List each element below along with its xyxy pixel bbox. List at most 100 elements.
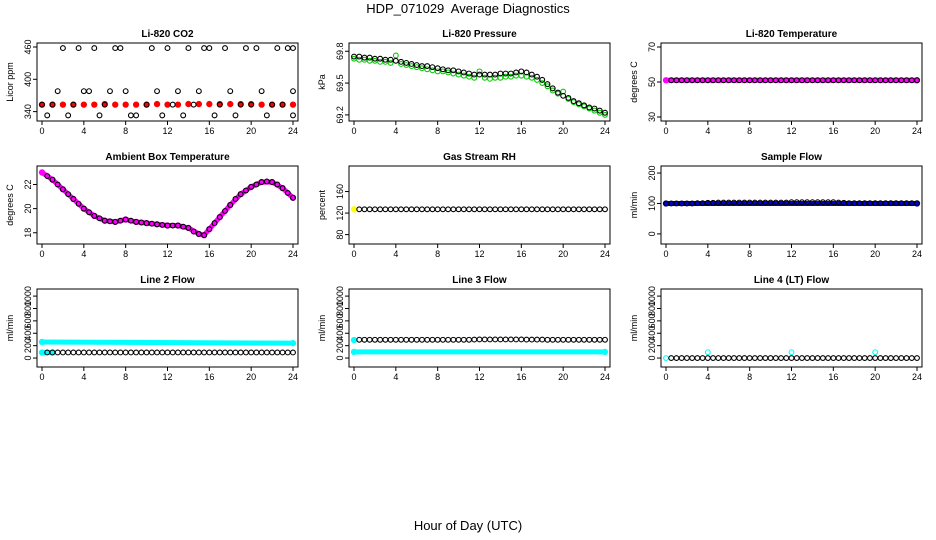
x-tick-label: 16 — [828, 249, 838, 259]
data-point — [190, 228, 197, 235]
y-tick-label: 400 — [647, 326, 657, 341]
y-tick-label: 120 — [335, 206, 345, 221]
x-tick-label: 12 — [474, 372, 484, 382]
data-point — [59, 186, 66, 193]
data-point — [856, 355, 863, 361]
data-point — [507, 70, 514, 77]
data-point — [528, 71, 535, 78]
data-point — [398, 61, 405, 67]
y-tick-label: 800 — [23, 301, 33, 316]
x-tick-label: 8 — [747, 249, 752, 259]
data-point — [560, 92, 567, 99]
y-tick-label: 400 — [335, 326, 345, 341]
data-point — [133, 112, 140, 119]
x-tick-label: 4 — [81, 126, 86, 136]
x-tick-label: 0 — [39, 372, 44, 382]
data-point — [814, 355, 821, 361]
x-tick-label: 12 — [786, 249, 796, 259]
data-point — [602, 336, 608, 343]
series-2 — [38, 349, 56, 356]
y-tick-label: 400 — [23, 326, 33, 341]
data-point — [492, 71, 499, 78]
data-point — [216, 214, 223, 221]
panel-title: Li-820 Pressure — [442, 29, 517, 40]
x-tick-label: 24 — [288, 126, 298, 136]
data-point — [122, 101, 129, 108]
data-point — [840, 355, 847, 361]
data-point — [539, 76, 546, 83]
y-tick-label: 160 — [335, 184, 345, 199]
data-point — [49, 101, 56, 108]
data-point — [893, 355, 900, 361]
y-tick-label: 600 — [23, 313, 33, 328]
data-point — [180, 223, 187, 230]
x-tick-label: 0 — [39, 249, 44, 259]
data-point — [211, 220, 218, 227]
data-point — [80, 205, 87, 212]
data-point — [804, 355, 811, 361]
data-point — [195, 88, 202, 95]
x-tick-label: 12 — [162, 249, 172, 259]
data-point — [793, 355, 800, 361]
data-point — [169, 101, 176, 108]
data-point — [211, 112, 218, 119]
data-point — [190, 101, 197, 108]
x-tick-label: 24 — [600, 126, 610, 136]
data-point — [227, 202, 234, 208]
x-tick-label: 0 — [663, 126, 668, 136]
series-2 — [44, 173, 296, 239]
x-tick-label: 16 — [516, 126, 526, 136]
data-point — [350, 348, 358, 355]
y-axis-label: kPa — [317, 74, 327, 90]
x-tick-label: 20 — [558, 372, 568, 382]
data-point — [544, 83, 551, 90]
data-point — [132, 101, 140, 108]
data-point — [704, 349, 711, 356]
data-point — [872, 349, 879, 356]
data-point — [216, 101, 223, 108]
x-tick-label: 0 — [351, 372, 356, 382]
x-tick-label: 4 — [705, 126, 710, 136]
data-point — [549, 87, 556, 94]
y-tick-label: 340 — [23, 104, 33, 119]
x-tick-label: 16 — [516, 372, 526, 382]
data-point — [49, 176, 56, 183]
data-point — [289, 101, 297, 108]
series-2 — [356, 206, 608, 213]
data-point — [898, 355, 905, 361]
data-point — [914, 77, 920, 84]
data-point — [237, 101, 244, 108]
y-tick-label: 69.5 — [335, 74, 345, 92]
data-point — [107, 88, 113, 95]
y-tick-label: 70 — [647, 42, 657, 52]
data-point — [554, 89, 561, 96]
data-point — [591, 105, 598, 112]
y-tick-label: 30 — [647, 112, 657, 122]
data-point — [830, 355, 837, 361]
data-point — [565, 94, 572, 101]
y-tick-label: 18 — [23, 228, 33, 238]
y-tick-label: 200 — [335, 338, 345, 353]
data-point — [450, 70, 457, 77]
data-point — [710, 355, 717, 361]
data-point — [153, 100, 161, 108]
data-point — [799, 355, 805, 361]
x-tick-label: 0 — [351, 126, 356, 136]
y-axis-label: degrees C — [629, 61, 639, 103]
data-point — [96, 112, 103, 119]
y-tick-label: 0 — [647, 231, 657, 236]
data-point — [460, 69, 467, 76]
x-tick-label: 16 — [828, 372, 838, 382]
x-tick-label: 4 — [393, 126, 398, 136]
data-point — [455, 71, 462, 78]
data-point — [846, 355, 852, 361]
data-point — [861, 355, 868, 361]
data-point — [539, 80, 546, 87]
data-point — [377, 55, 384, 62]
data-point — [560, 88, 567, 95]
y-axis-label: percent — [317, 189, 327, 220]
